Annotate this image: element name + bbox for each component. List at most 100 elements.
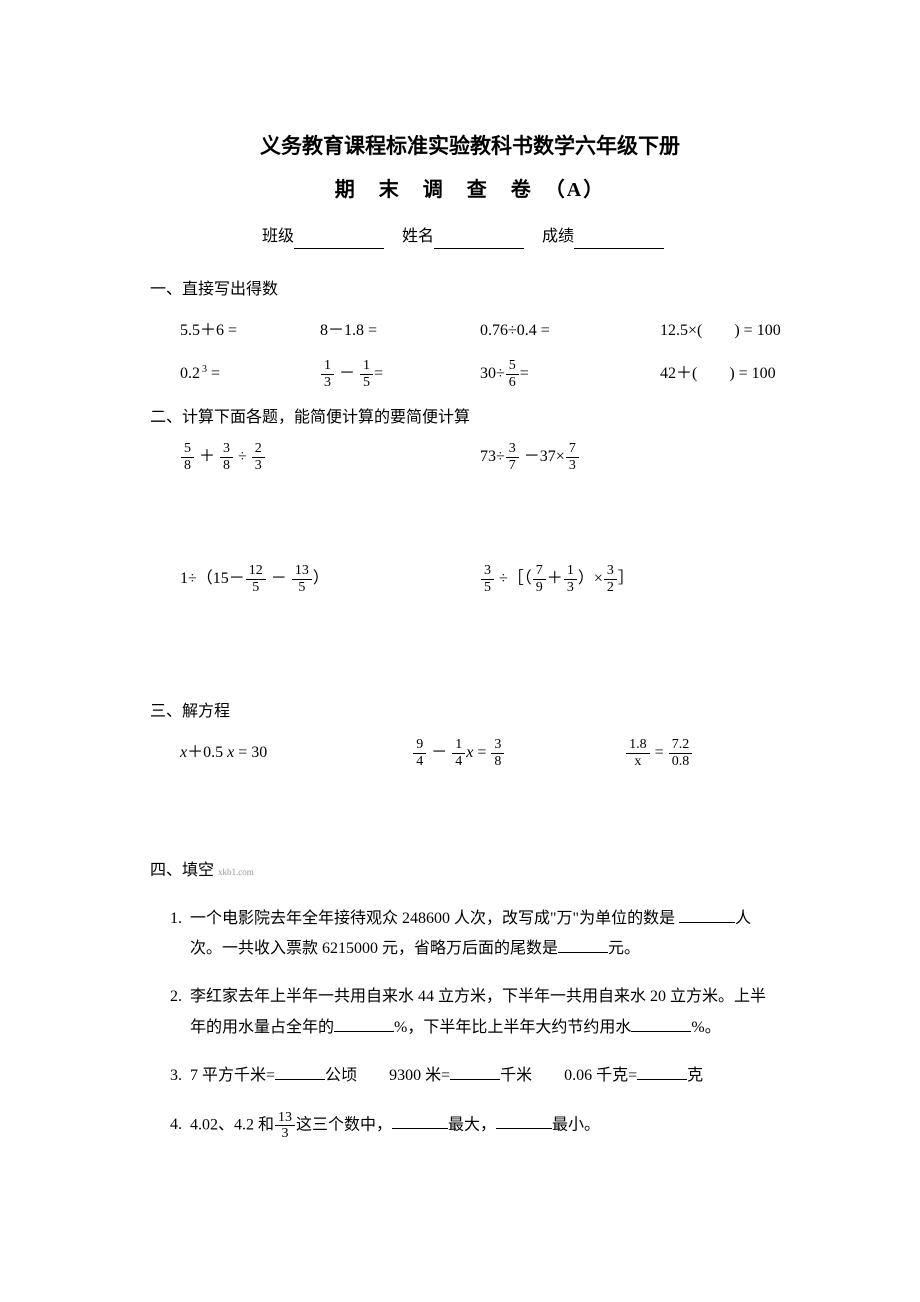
frac-num: 3 (481, 563, 494, 579)
mid: － (267, 570, 291, 587)
class-label: 班级 (262, 228, 294, 245)
eq-sign: = (651, 744, 668, 761)
class-blank (294, 231, 384, 249)
calc-space-2 (160, 595, 780, 685)
fill-q1: 一个电影院去年全年接待观众 248600 人次，改写成"万"为单位的数是 人次。… (186, 904, 780, 965)
blank (679, 907, 735, 923)
q1a: 一个电影院去年全年接待观众 248600 人次，改写成"万"为单位的数是 (190, 910, 675, 927)
frac-den: 5 (481, 580, 494, 595)
section1-header: 一、直接写出得数 (150, 277, 780, 303)
frac-7-3: 73 (566, 441, 579, 473)
frac-5-8: 58 (181, 441, 194, 473)
frac-3-8: 38 (220, 441, 233, 473)
frac-num: 1 (452, 737, 465, 753)
p3: ）× (578, 570, 603, 587)
pre: 1÷（15－ (180, 570, 245, 587)
frac-1-4: 14 (452, 737, 465, 769)
section2-row1: 58 ＋ 38 ÷ 23 73÷37 －37×73 (180, 441, 780, 473)
eq: = (374, 365, 383, 382)
s4-label: 四、填空 (150, 862, 214, 879)
q2b: 13 － 15= (320, 356, 480, 391)
blank (392, 1113, 448, 1129)
section3-row: x＋0.5 x = 30 94 － 14x = 38 1.8x = 7.20.8 (180, 735, 780, 770)
eq3: 1.8x = 7.20.8 (625, 735, 780, 770)
blank (496, 1113, 552, 1129)
q2c: %。 (691, 1019, 720, 1036)
fill-q4: 4.02、4.2 和133这三个数中，最大，最小。 (186, 1110, 780, 1142)
sub-mini: xkb1.com (218, 867, 254, 877)
frac-3-8: 38 (491, 737, 504, 769)
frac-num: 1 (360, 358, 373, 374)
blank (275, 1064, 325, 1080)
q4post: 这三个数中， (296, 1116, 392, 1133)
score-blank (574, 231, 664, 249)
q4end: 最小。 (552, 1116, 600, 1133)
p2: ＋ (547, 570, 563, 587)
frac-3-7: 37 (506, 441, 519, 473)
blank (334, 1016, 394, 1032)
frac-num: 5 (506, 358, 519, 374)
frac-den: 5 (292, 580, 312, 595)
frac-den: 3 (275, 1126, 295, 1141)
frac-num: 7 (533, 563, 546, 579)
frac-num: 5 (181, 441, 194, 457)
frac-7-9: 79 (533, 563, 546, 595)
section3-header: 三、解方程 (150, 699, 780, 725)
frac-13-3: 133 (275, 1110, 295, 1142)
mid: ＋0.5 (187, 744, 227, 761)
frac-num: 3 (220, 441, 233, 457)
fill-q3: 7 平方千米=公顷 9300 米=千米 0.06 千克=克 (186, 1061, 780, 1091)
frac-num: 12 (246, 563, 266, 579)
frac-den: 3 (321, 375, 334, 390)
p1: ÷［（ (495, 570, 532, 587)
frac-num: 3 (506, 441, 519, 457)
frac-num: 1 (564, 563, 577, 579)
q2b: %，下半年比上半年大约节约用水 (394, 1019, 631, 1036)
eq-space (160, 770, 780, 842)
frac-den: 8 (181, 458, 194, 473)
section4-header: 四、填空 xkb1.com (150, 858, 780, 884)
eq2: 94 － 14x = 38 (412, 735, 625, 770)
q3c2: 克 (687, 1067, 703, 1084)
mid: －37× (520, 448, 565, 465)
blank (450, 1064, 500, 1080)
frac-7.2-0.8: 7.20.8 (669, 737, 693, 769)
section2-row2: 1÷（15－125 － 135） 35 ÷［（79＋13）×32］ (180, 563, 780, 595)
post: ） (313, 570, 329, 587)
frac-5-6: 56 (506, 358, 519, 390)
frac-1-3: 13 (564, 563, 577, 595)
q3b2: 千米 (500, 1067, 532, 1084)
q2c-pre: 30÷ (480, 365, 505, 382)
frac-3-2: 32 (604, 563, 617, 595)
frac-num: 13 (275, 1110, 295, 1126)
q2c: 30÷56= (480, 356, 660, 391)
info-line: 班级 姓名 成绩 (160, 224, 780, 250)
section1-row1: 5.5＋6 = 8－1.8 = 0.76÷0.4 = 12.5×( ) = 10… (180, 313, 780, 348)
q2a-pre: 0.2 (180, 365, 200, 382)
section1-row2: 0.23 = 13 － 15= 30÷56= 42＋( ) = 100 (180, 356, 780, 391)
blank (637, 1064, 687, 1080)
frac-9-4: 94 (413, 737, 426, 769)
s2r2c2: 35 ÷［（79＋13）×32］ (480, 563, 780, 595)
frac-den: 3 (252, 458, 265, 473)
fill-q2: 李红家去年上半年一共用自来水 44 立方米，下半年一共用自来水 20 立方米。上… (186, 982, 780, 1043)
frac-2-3: 23 (252, 441, 265, 473)
frac-den: 7 (506, 458, 519, 473)
frac-num: 1 (321, 358, 334, 374)
frac-den: 5 (360, 375, 373, 390)
frac-num: 13 (292, 563, 312, 579)
q2d: 42＋( ) = 100 (660, 356, 820, 391)
s2r2c1: 1÷（15－12 5 － 135） (180, 563, 480, 595)
frac-num: 7.2 (669, 737, 693, 753)
frac-13-5: 135 (292, 563, 312, 595)
blank (558, 937, 608, 953)
eq: = (520, 365, 529, 382)
q2a-suf: = (207, 365, 220, 382)
q1b: 8－1.8 = (320, 313, 480, 348)
minus: － (427, 744, 451, 761)
frac-num: 9 (413, 737, 426, 753)
frac-num: 1.8 (626, 737, 650, 753)
q3a2: 公顷 (325, 1067, 357, 1084)
frac-3-5: 35 (481, 563, 494, 595)
s2r1c2: 73÷37 －37×73 (480, 441, 780, 473)
